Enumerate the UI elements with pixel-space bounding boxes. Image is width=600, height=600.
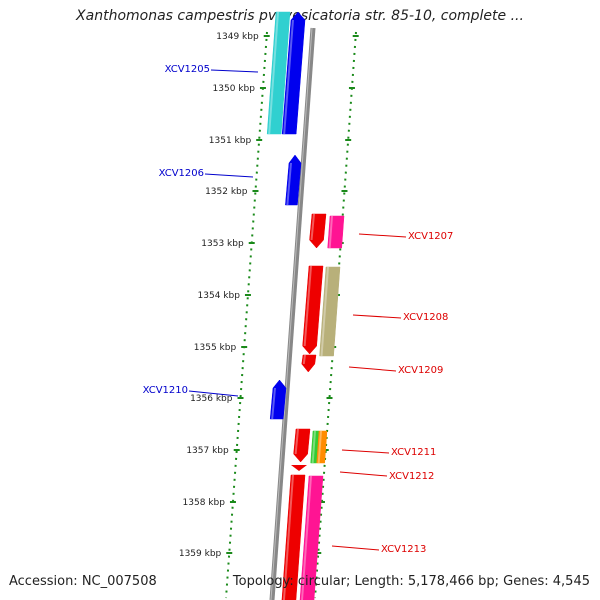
gene-xcv1206[interactable]	[285, 154, 302, 206]
feature-khaki-1208-highlight	[320, 267, 329, 356]
tick-label: 1352 kbp	[205, 187, 248, 197]
gene-label-xcv1212[interactable]: XCV1212	[389, 471, 434, 482]
leader-line	[358, 233, 407, 238]
accession-text: Accession: NC_007508	[9, 574, 157, 589]
tick-label: 1354 kbp	[198, 291, 241, 301]
gene-xcv1205[interactable]	[281, 11, 306, 135]
tick-label: 1358 kbp	[183, 498, 226, 508]
gene-label-xcv1206[interactable]: XCV1206	[159, 168, 204, 179]
gene-xcv1212[interactable]	[291, 465, 307, 471]
tick-label: 1350 kbp	[213, 84, 256, 94]
gene-xcv1205-highlight	[283, 20, 294, 134]
gene-label-xcv1209[interactable]: XCV1209	[398, 365, 443, 376]
gene-label-xcv1207[interactable]: XCV1207	[408, 231, 453, 242]
feature-orange-1211-highlight	[317, 431, 322, 463]
tick-label: 1353 kbp	[201, 239, 244, 249]
leader-line	[210, 69, 259, 73]
tick-label: 1351 kbp	[209, 136, 252, 146]
leader-line	[348, 366, 397, 372]
gene-xcv1208-highlight	[303, 266, 312, 346]
gene-xcv1209[interactable]	[301, 354, 317, 373]
leader-line	[339, 471, 388, 477]
tick-label: 1355 kbp	[194, 343, 237, 353]
gene-label-xcv1208[interactable]: XCV1208	[403, 312, 448, 323]
gene-xcv1211[interactable]	[293, 428, 311, 463]
feature-pink-1207-highlight	[328, 216, 333, 248]
genome-summary: Topology: circular; Length: 5,178,466 bp…	[232, 574, 590, 589]
feature-green-1211-highlight	[311, 431, 316, 463]
gene-label-xcv1211[interactable]: XCV1211	[391, 447, 436, 458]
tick-label: 1349 kbp	[216, 32, 259, 42]
feature-orange-1211[interactable]	[316, 430, 328, 464]
leader-line	[331, 545, 380, 551]
gene-xcv1210-highlight	[271, 388, 276, 419]
gene-xcv1207[interactable]	[309, 213, 327, 249]
feature-cyan-highlight	[268, 12, 279, 134]
genome-axis	[269, 27, 316, 600]
tick-label: 1356 kbp	[190, 394, 233, 404]
tick-label: 1357 kbp	[186, 446, 229, 456]
leader-line	[341, 449, 390, 454]
gene-xcv1213[interactable]	[281, 474, 306, 600]
leader-line	[188, 390, 239, 397]
gene-xcv1206-highlight	[286, 163, 292, 205]
gene-label-xcv1205[interactable]: XCV1205	[165, 64, 210, 75]
tick-label: 1359 kbp	[179, 549, 222, 559]
leader-line	[204, 173, 254, 178]
gene-xcv1209-highlight	[302, 355, 306, 364]
feature-pink-1207[interactable]	[327, 215, 345, 249]
left-ruler-line	[225, 31, 268, 599]
gene-xcv1213-highlight	[282, 475, 294, 600]
feature-pink-1213-highlight	[301, 476, 312, 600]
feature-pink-1213[interactable]	[299, 475, 324, 600]
feature-khaki-1208[interactable]	[319, 266, 341, 357]
leader-line	[352, 314, 402, 319]
feature-cyan[interactable]	[266, 11, 291, 135]
gene-label-xcv1210[interactable]: XCV1210	[143, 385, 188, 396]
gene-label-xcv1213[interactable]: XCV1213	[381, 544, 426, 555]
gene-xcv1211-highlight	[294, 429, 299, 454]
gene-xcv1207-highlight	[310, 214, 315, 240]
gene-xcv1208[interactable]	[302, 265, 324, 355]
gene-xcv1210[interactable]	[269, 379, 287, 420]
